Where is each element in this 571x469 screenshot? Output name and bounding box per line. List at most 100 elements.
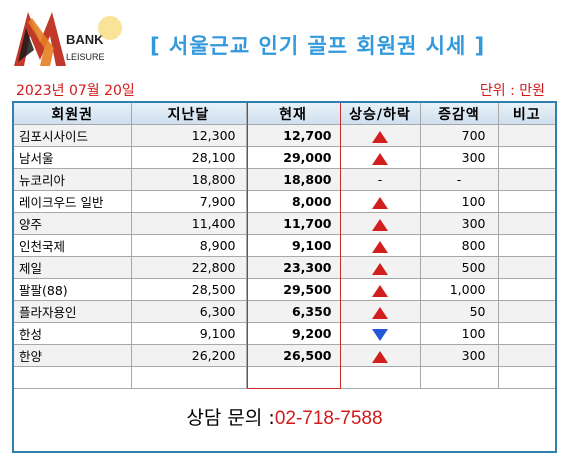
direction-indicator	[339, 344, 421, 367]
change-amount: 800	[419, 234, 499, 257]
note-cell	[497, 278, 555, 301]
unit-label: 단위 : 만원	[479, 83, 545, 99]
table-row: 양주 11,400 11,700 300	[14, 212, 555, 235]
note-cell	[497, 190, 555, 213]
membership-name: 제일	[14, 256, 132, 279]
membership-name: 양주	[14, 212, 132, 235]
price-table: 회원권 지난달 현재 상승/하락 증감액 비고 김포시사이드 12,300 12,7…	[14, 103, 555, 389]
table-row: 제일 22,800 23,300 500	[14, 256, 555, 279]
col-header-membership: 회원권	[14, 103, 132, 125]
table-row: 팔팔(88) 28,500 29,500 1,000	[14, 278, 555, 301]
date-label: 2023년 07월 20일	[16, 83, 135, 99]
note-cell	[497, 146, 555, 169]
contact-label: 상담 문의 :	[186, 407, 275, 429]
change-amount: 700	[419, 124, 499, 147]
direction-indicator	[339, 322, 421, 345]
table-header-row: 회원권 지난달 현재 상승/하락 증감액 비고	[14, 103, 555, 125]
current-price: 8,000	[245, 190, 341, 213]
last-month-price: 22,800	[130, 256, 247, 279]
table-row: 김포시사이드 12,300 12,700 700	[14, 124, 555, 147]
membership-name: 남서울	[14, 146, 132, 169]
last-month-price	[130, 366, 247, 389]
contact-line: 상담 문의 :02-718-7588	[14, 403, 555, 430]
direction-indicator	[339, 234, 421, 257]
last-month-price: 12,300	[130, 124, 247, 147]
page-title: [ 서울근교 인기 골프 회원권 시세 ]	[150, 34, 486, 58]
change-amount: 300	[419, 344, 499, 367]
triangle-up-icon	[372, 218, 388, 231]
current-price: 12,700	[245, 124, 341, 147]
note-cell	[497, 256, 555, 279]
membership-name: 인천국제	[14, 234, 132, 257]
col-header-current: 현재	[245, 103, 341, 125]
last-month-price: 8,900	[130, 234, 247, 257]
membership-name: 한양	[14, 344, 132, 367]
note-cell	[497, 366, 555, 389]
membership-name: 팔팔(88)	[14, 278, 132, 301]
change-amount: 300	[419, 212, 499, 235]
note-cell	[497, 234, 555, 257]
membership-name: 한성	[14, 322, 132, 345]
note-cell	[497, 168, 555, 191]
note-cell	[497, 322, 555, 345]
membership-name: 김포시사이드	[14, 124, 132, 147]
triangle-down-icon	[372, 328, 388, 341]
last-month-price: 28,500	[130, 278, 247, 301]
triangle-up-icon	[372, 284, 388, 297]
current-price: 9,200	[245, 322, 341, 345]
svg-text:BANK: BANK	[66, 32, 104, 47]
direction-indicator: -	[339, 168, 421, 191]
note-cell	[497, 124, 555, 147]
triangle-up-icon	[372, 262, 388, 275]
direction-indicator	[339, 300, 421, 323]
last-month-price: 6,300	[130, 300, 247, 323]
current-price: 23,300	[245, 256, 341, 279]
triangle-up-icon	[372, 306, 388, 319]
table-row: 남서울 28,100 29,000 300	[14, 146, 555, 169]
change-amount: 300	[419, 146, 499, 169]
current-price: 26,500	[245, 344, 341, 367]
change-amount: 500	[419, 256, 499, 279]
table-row: 인천국제 8,900 9,100 800	[14, 234, 555, 257]
current-price: 29,000	[245, 146, 341, 169]
membership-name: 플라자용인	[14, 300, 132, 323]
current-price	[245, 366, 341, 389]
note-cell	[497, 344, 555, 367]
note-cell	[497, 300, 555, 323]
contact-phone: 02-718-7588	[274, 408, 383, 429]
direction-indicator	[339, 124, 421, 147]
price-table-frame: 회원권 지난달 현재 상승/하락 증감액 비고 김포시사이드 12,300 12,7…	[12, 101, 557, 453]
table-row: 한양 26,200 26,500 300	[14, 344, 555, 367]
last-month-price: 11,400	[130, 212, 247, 235]
change-amount: -	[419, 168, 499, 191]
change-amount	[419, 366, 499, 389]
last-month-price: 28,100	[130, 146, 247, 169]
membership-name: 레이크우드 일반	[14, 190, 132, 213]
svg-text:LEISURE: LEISURE	[66, 52, 105, 62]
bank-leisure-logo: BANK LEISURE	[10, 8, 130, 70]
note-cell	[497, 212, 555, 235]
triangle-up-icon	[372, 240, 388, 253]
membership-name	[14, 366, 132, 389]
current-price: 18,800	[245, 168, 341, 191]
current-price: 29,500	[245, 278, 341, 301]
table-row: 플라자용인 6,300 6,350 50	[14, 300, 555, 323]
no-change-mark: -	[377, 173, 383, 187]
last-month-price: 18,800	[130, 168, 247, 191]
change-amount: 50	[419, 300, 499, 323]
direction-indicator	[339, 146, 421, 169]
direction-indicator	[339, 256, 421, 279]
col-header-change: 증감액	[419, 103, 499, 125]
table-row	[14, 366, 555, 389]
triangle-up-icon	[372, 130, 388, 143]
last-month-price: 7,900	[130, 190, 247, 213]
direction-indicator	[339, 212, 421, 235]
current-price: 9,100	[245, 234, 341, 257]
current-price: 6,350	[245, 300, 341, 323]
table-row: 레이크우드 일반 7,900 8,000 100	[14, 190, 555, 213]
table-row: 뉴코리아 18,800 18,800- -	[14, 168, 555, 191]
last-month-price: 9,100	[130, 322, 247, 345]
current-price: 11,700	[245, 212, 341, 235]
membership-name: 뉴코리아	[14, 168, 132, 191]
change-amount: 1,000	[419, 278, 499, 301]
